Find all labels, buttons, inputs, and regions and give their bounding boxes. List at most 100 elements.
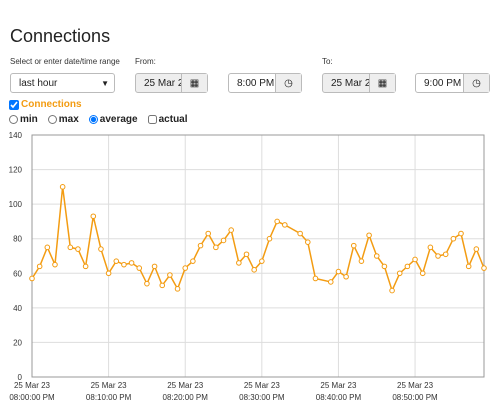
data-point xyxy=(190,258,196,264)
data-point xyxy=(373,253,380,259)
checkbox[interactable] xyxy=(147,115,157,124)
option-label: average xyxy=(99,114,138,125)
data-point xyxy=(450,235,457,242)
data-point xyxy=(404,263,411,270)
data-point xyxy=(473,246,480,252)
option-label: actual xyxy=(158,114,188,125)
y-tick-label: 60 xyxy=(13,269,22,278)
data-point xyxy=(259,258,265,264)
data-point xyxy=(144,280,150,287)
data-point xyxy=(67,244,74,251)
data-point xyxy=(358,258,365,264)
data-point xyxy=(350,242,357,249)
checkbox[interactable] xyxy=(9,99,19,110)
data-point xyxy=(197,242,204,249)
to-time[interactable]: 9:00 PM ◷ xyxy=(415,73,490,93)
data-point xyxy=(151,263,158,270)
from-time[interactable]: 8:00 PM ◷ xyxy=(228,73,302,93)
data-point xyxy=(304,239,311,245)
option-label: min xyxy=(20,114,38,125)
data-point xyxy=(335,268,342,275)
plot-border xyxy=(31,134,485,378)
y-tick-label: 140 xyxy=(9,131,23,140)
data-point xyxy=(274,218,280,225)
from-label: From: xyxy=(135,57,156,66)
x-tick-date: 25 Mar 23 xyxy=(167,381,204,390)
data-point xyxy=(90,213,97,220)
aggregation-options: min max average actual xyxy=(9,114,188,125)
data-point xyxy=(266,235,273,242)
option-label: max xyxy=(58,114,79,125)
data-point xyxy=(243,251,250,258)
to-label: To: xyxy=(322,57,333,66)
data-point xyxy=(205,230,212,237)
data-point xyxy=(167,272,173,278)
legend-label: Connections xyxy=(21,99,82,110)
aggregation-option[interactable]: max xyxy=(47,114,79,125)
x-tick-date: 25 Mar 23 xyxy=(397,381,434,390)
x-tick-time: 08:00:00 PM xyxy=(9,393,55,402)
data-point xyxy=(159,282,166,289)
data-point xyxy=(427,244,434,251)
from-date[interactable]: 25 Mar 2 ▦ xyxy=(135,73,208,93)
from-date-text: 25 Mar 2 xyxy=(144,77,184,89)
data-point xyxy=(251,267,257,273)
data-point xyxy=(29,275,35,282)
data-point xyxy=(44,244,51,251)
data-point xyxy=(435,253,441,259)
data-point xyxy=(396,270,403,277)
calendar-button[interactable]: ▦ xyxy=(369,74,395,92)
series-toggle[interactable]: Connections xyxy=(9,99,82,110)
to-date[interactable]: 25 Mar 2 ▦ xyxy=(322,73,396,93)
x-tick-time: 08:40:00 PM xyxy=(316,393,362,402)
radio[interactable] xyxy=(88,115,98,124)
data-point xyxy=(327,279,334,285)
radio[interactable] xyxy=(47,115,57,124)
radio[interactable] xyxy=(9,115,18,124)
aggregation-option[interactable]: average xyxy=(88,114,138,125)
data-point xyxy=(213,244,219,251)
data-point xyxy=(458,230,464,237)
x-tick-time: 08:50:00 PM xyxy=(392,393,438,402)
calendar-button[interactable]: ▦ xyxy=(181,74,207,92)
data-point xyxy=(297,230,303,237)
data-point xyxy=(343,273,349,280)
data-point xyxy=(228,227,234,233)
page-title: Connections xyxy=(10,26,111,46)
y-tick-label: 20 xyxy=(13,338,22,347)
x-tick-date: 25 Mar 23 xyxy=(244,381,281,390)
x-tick-date: 25 Mar 23 xyxy=(91,381,128,390)
clock-button[interactable]: ◷ xyxy=(463,74,489,92)
y-tick-label: 80 xyxy=(13,235,22,244)
x-tick-date: 25 Mar 23 xyxy=(14,381,51,390)
data-point xyxy=(366,232,372,239)
y-tick-label: 120 xyxy=(9,166,23,175)
from-time-text: 8:00 PM xyxy=(237,77,275,89)
series-line xyxy=(31,186,485,293)
data-point xyxy=(82,263,89,270)
data-point xyxy=(174,286,181,292)
data-point xyxy=(465,263,472,270)
data-point xyxy=(182,265,189,271)
data-point xyxy=(121,261,127,268)
data-point xyxy=(282,222,288,228)
aggregation-option[interactable]: min xyxy=(9,114,38,125)
clock-button[interactable]: ◷ xyxy=(275,74,301,92)
data-point xyxy=(128,260,135,266)
data-point xyxy=(236,260,242,266)
x-tick-time: 08:30:00 PM xyxy=(239,393,285,402)
data-point xyxy=(442,251,449,258)
data-point xyxy=(419,270,426,277)
data-point xyxy=(98,246,104,252)
dropdown-arrow: ▼ xyxy=(101,78,109,88)
data-point xyxy=(75,246,81,252)
range-select[interactable]: last hour ▼ xyxy=(10,73,115,93)
data-point xyxy=(220,237,227,244)
x-tick-time: 08:10:00 PM xyxy=(86,393,132,402)
data-point xyxy=(113,258,120,264)
data-point xyxy=(312,275,319,282)
data-point xyxy=(381,263,388,270)
actual-option[interactable]: actual xyxy=(147,114,188,125)
data-point xyxy=(105,270,112,277)
